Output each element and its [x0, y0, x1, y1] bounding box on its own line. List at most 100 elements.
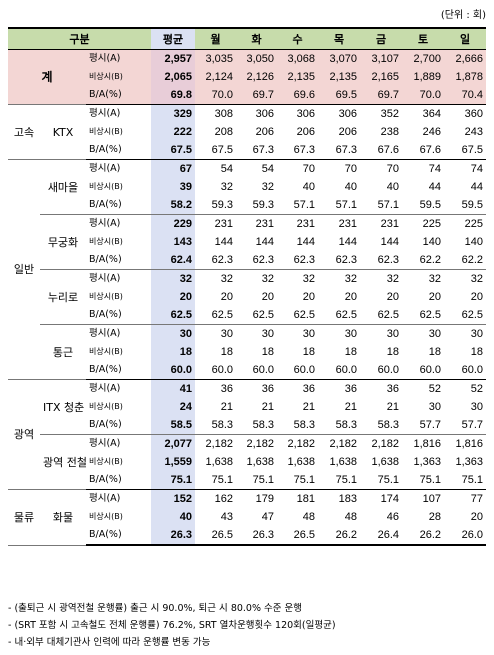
table-row: 비상시(B) 20 20 20 20 20 20 20 20 — [8, 288, 486, 306]
day-cell: 59.3 — [236, 196, 277, 215]
day-cell: 3,107 — [360, 49, 402, 68]
day-cell: 62.3 — [318, 251, 360, 270]
day-cell: 183 — [338, 492, 357, 505]
day-cell: 47 — [261, 510, 274, 523]
day-cell: 62.3 — [277, 251, 318, 270]
day-cell: 20 — [470, 510, 483, 523]
day-cell: 225 — [464, 217, 483, 230]
day-cell: 18 — [428, 345, 441, 358]
day-cell: 243 — [464, 125, 483, 138]
row-label: 비상시(B) — [89, 512, 123, 521]
day-cell: 40 — [386, 180, 399, 193]
day-cell: 360 — [464, 107, 483, 120]
average-cell: 58.5 — [151, 416, 195, 435]
day-cell: 62.2 — [444, 251, 486, 270]
day-cell: 1,363 — [455, 455, 483, 468]
row-label: B/A(%) — [86, 86, 151, 105]
row-label: 비상시(B) — [89, 347, 123, 356]
header-col-4: 목 — [318, 27, 360, 50]
day-cell: 352 — [380, 107, 399, 120]
subgroup-label: KTX — [40, 104, 86, 160]
day-cell: 40 — [302, 180, 315, 193]
day-cell: 74 — [470, 162, 483, 175]
day-cell: 30 — [470, 400, 483, 413]
table-row: 계 평시(A) 2,957 3,035 3,050 3,068 3,070 3,107 2,70… — [8, 49, 486, 105]
day-cell: 144 — [255, 235, 274, 248]
day-cell: 1,638 — [287, 455, 315, 468]
table-row: 비상시(B) 24 21 21 21 21 21 30 30 — [8, 398, 486, 416]
subgroup-label: 누리로 — [40, 269, 86, 325]
header-col-5: 금 — [360, 27, 402, 50]
row-label: B/A(%) — [86, 251, 151, 270]
day-cell: 32 — [261, 272, 274, 285]
header-col-3: 수 — [277, 27, 318, 50]
day-cell: 43 — [220, 510, 233, 523]
day-cell: 44 — [470, 180, 483, 193]
day-cell: 2,124 — [195, 68, 236, 86]
day-cell: 60.0 — [402, 361, 444, 380]
day-cell: 67.3 — [318, 141, 360, 160]
average-cell: 143 — [151, 233, 195, 251]
day-cell: 75.1 — [402, 471, 444, 490]
table-row: 비상시(B) 1,559 1,638 1,638 1,638 1,638 1,638 1,36… — [8, 453, 486, 471]
day-cell: 231 — [255, 217, 274, 230]
average-cell: 18 — [151, 343, 195, 361]
day-cell: 69.7 — [360, 86, 402, 105]
day-cell: 28 — [428, 510, 441, 523]
subgroup-label: 화물 — [40, 489, 86, 546]
table-row: B/A(%) 60.0 60.0 60.0 60.0 60.0 60.0 60.0 60.0 — [8, 361, 486, 380]
row-label: 평시(A) — [89, 163, 121, 175]
row-label: 비상시(B) — [89, 127, 123, 136]
day-cell: 2,182 — [205, 437, 233, 450]
day-cell: 48 — [344, 510, 357, 523]
day-cell: 60.0 — [236, 361, 277, 380]
day-cell: 231 — [338, 217, 357, 230]
average-cell: 24 — [151, 398, 195, 416]
day-cell: 62.5 — [444, 306, 486, 325]
day-cell: 2,165 — [360, 68, 402, 86]
table-row: 통근 평시(A) 30 30 30 30 30 30 30 30 — [8, 324, 486, 380]
day-cell: 69.7 — [236, 86, 277, 105]
day-cell: 60.0 — [195, 361, 236, 380]
average-cell: 62.4 — [151, 251, 195, 270]
day-cell: 208 — [214, 125, 233, 138]
table-row: 무궁화 평시(A) 229 231 231 231 231 231 225 225 — [8, 214, 486, 270]
day-cell: 67.3 — [277, 141, 318, 160]
day-cell: 32 — [386, 272, 399, 285]
average-cell: 329 — [151, 104, 195, 123]
table-row: B/A(%) 58.5 58.3 58.3 58.3 58.3 58.3 57.7 57.7 — [8, 416, 486, 435]
row-label: 비상시(B) — [89, 237, 123, 246]
day-cell: 18 — [261, 345, 274, 358]
day-cell: 58.3 — [318, 416, 360, 435]
day-cell: 30 — [428, 327, 441, 340]
day-cell: 107 — [422, 492, 441, 505]
day-cell: 1,816 — [413, 437, 441, 450]
day-cell: 2,700 — [402, 49, 444, 68]
table-row: 비상시(B) 40 43 47 48 48 46 28 20 — [8, 508, 486, 526]
subgroup-label: ITX 청춘 — [40, 379, 86, 435]
day-cell: 57.1 — [360, 196, 402, 215]
day-cell: 3,035 — [195, 49, 236, 68]
table-row: 광역 ITX 청춘 평시(A) 41 36 36 36 36 36 52 52 — [8, 379, 486, 490]
day-cell: 21 — [302, 400, 315, 413]
day-cell: 306 — [255, 107, 274, 120]
day-cell: 75.1 — [195, 471, 236, 490]
day-cell: 54 — [220, 162, 233, 175]
day-cell: 58.3 — [360, 416, 402, 435]
day-cell: 144 — [214, 235, 233, 248]
day-cell: 30 — [386, 327, 399, 340]
day-cell: 59.5 — [444, 196, 486, 215]
day-cell: 32 — [344, 272, 357, 285]
header-col-7: 일 — [444, 27, 486, 50]
day-cell: 70.4 — [444, 86, 486, 105]
day-cell: 246 — [422, 125, 441, 138]
day-cell: 62.3 — [360, 251, 402, 270]
footnotes: - (출퇴근 시 광역전철 운행률) 출근 시 90.0%, 퇴근 시 80.0… — [8, 600, 336, 651]
row-label: 평시(A) — [89, 108, 121, 120]
table-row: B/A(%) 26.3 26.5 26.3 26.5 26.2 26.4 26.2 26.0 — [8, 526, 486, 546]
day-cell: 59.5 — [402, 196, 444, 215]
day-cell: 59.3 — [195, 196, 236, 215]
day-cell: 67.6 — [360, 141, 402, 160]
day-cell: 67.5 — [195, 141, 236, 160]
day-cell: 67.6 — [402, 141, 444, 160]
